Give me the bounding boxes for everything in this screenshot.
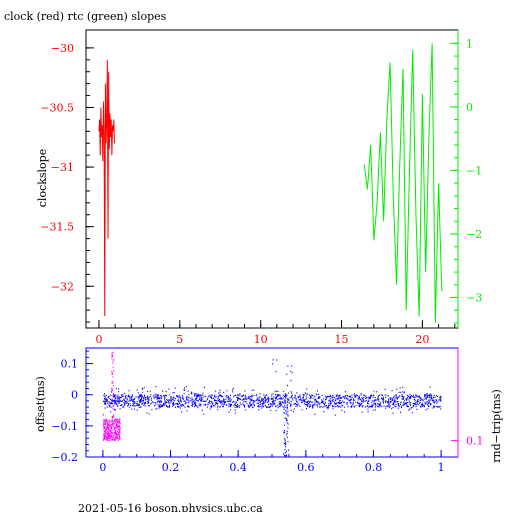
y-tick-label-top: −32 bbox=[51, 280, 74, 293]
series-line-rtc bbox=[363, 43, 443, 323]
series-line-clock bbox=[98, 59, 115, 317]
y-tick-label-top: −31.5 bbox=[40, 221, 74, 234]
y2-tick-label-top: −1 bbox=[466, 164, 482, 177]
x-tick-label-top: 15 bbox=[335, 333, 349, 346]
y-tick-label-bottom: 0.1 bbox=[61, 358, 79, 371]
x-tick-label-bottom: 0.8 bbox=[365, 461, 383, 474]
y2-tick-label-top: 1 bbox=[466, 37, 473, 50]
x-tick-label-bottom: 0 bbox=[99, 461, 106, 474]
series-points-offset bbox=[103, 359, 442, 457]
y-tick-label-bottom: −0.2 bbox=[51, 451, 78, 464]
footer-host-date: 2021-05-16 boson.physics.ubc.ca bbox=[78, 502, 263, 512]
x-tick-label-top: 5 bbox=[176, 333, 183, 346]
y2-tick-label-bottom: 0.1 bbox=[466, 435, 484, 448]
y-axis-label-clockslope: clockslope bbox=[36, 149, 49, 207]
y-tick-label-top: −30.5 bbox=[40, 101, 74, 114]
x-tick-label-bottom: 1 bbox=[438, 461, 445, 474]
y2-tick-label-top: −2 bbox=[466, 228, 482, 241]
y2-tick-label-top: −3 bbox=[466, 292, 482, 305]
x-tick-label-top: 20 bbox=[415, 333, 429, 346]
x-tick-label-top: 10 bbox=[254, 333, 268, 346]
y-tick-label-bottom: −0.1 bbox=[51, 420, 78, 433]
y-tick-label-top: −31 bbox=[51, 161, 74, 174]
plot-frame-top bbox=[85, 29, 459, 329]
chart-title: clock (red) rtc (green) slopes bbox=[4, 10, 167, 23]
x-tick-label-top: 0 bbox=[95, 333, 102, 346]
x-tick-label-bottom: 0.4 bbox=[229, 461, 247, 474]
y2-axis-label-rnd-trip: rnd−trip(ms) bbox=[490, 389, 503, 463]
y-tick-label-bottom: 0 bbox=[71, 389, 78, 402]
bottom-plot-marks: 0 0.2 0.4 0.6 0.8 1 0.1 0 −0.1 −0.2 0.1 bbox=[51, 348, 484, 474]
series-points-rnd-trip bbox=[103, 351, 121, 442]
y-axis-label-offset: offset(ms) bbox=[34, 376, 47, 432]
y-tick-label-top: −30 bbox=[51, 42, 74, 55]
x-tick-label-bottom: 0.6 bbox=[297, 461, 315, 474]
x-tick-label-bottom: 0.2 bbox=[162, 461, 180, 474]
y2-tick-label-top: 0 bbox=[466, 101, 473, 114]
